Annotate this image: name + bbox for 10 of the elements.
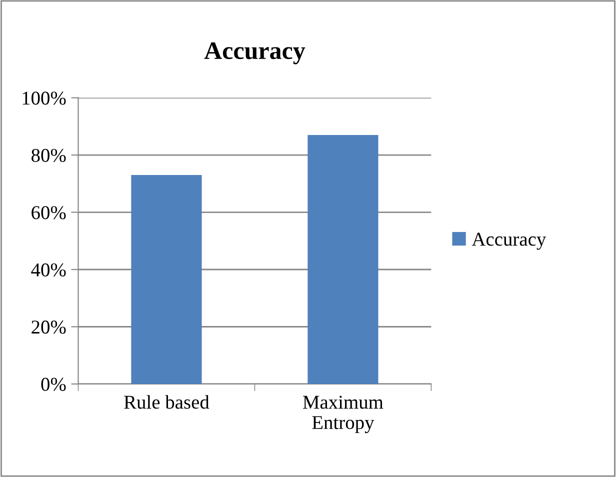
- x-tick-label: Rule based: [124, 395, 210, 409]
- y-tick-label: 60%: [32, 206, 66, 220]
- y-tick-label: 40%: [31, 263, 66, 277]
- y-tick-label: 80%: [32, 148, 66, 162]
- x-tick-label: Maximum Entropy: [303, 396, 384, 434]
- y-tick-label: 100%: [22, 92, 66, 105]
- y-tick-label: 20%: [32, 320, 66, 334]
- chart-title: Accuracy: [204, 42, 306, 64]
- y-tick-label: 0%: [41, 378, 66, 391]
- legend-label: Accuracy: [472, 232, 546, 250]
